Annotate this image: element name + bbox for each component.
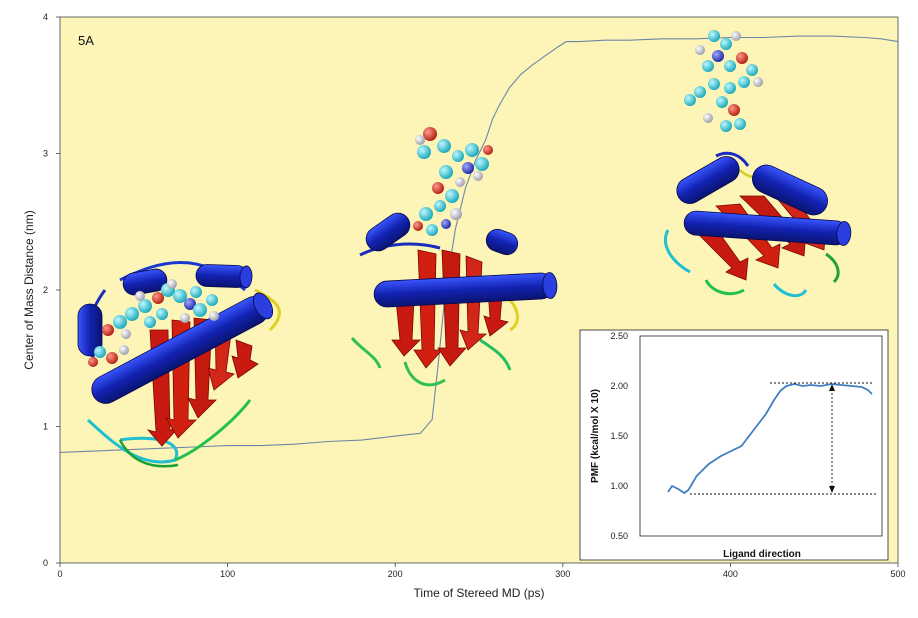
inset-plot-area (639, 335, 883, 537)
panel-label: 5A (78, 33, 94, 48)
inset-y-tick-label: 1.50 (610, 431, 628, 441)
pmf-arrow-head-up (829, 384, 835, 391)
inset-y-tick-label: 2.50 (610, 331, 628, 341)
x-tick-label: 100 (220, 569, 235, 579)
y-tick-label: 0 (43, 558, 48, 568)
inset-x-axis-title: Ligand direction (723, 549, 801, 560)
protein-ligand-partial-unbinding-image (350, 127, 558, 387)
y-tick-label: 2 (43, 285, 48, 295)
inset-y-tick-label: 1.00 (610, 481, 628, 491)
x-axis-title: Time of Stereed MD (ps) (414, 586, 545, 600)
main-axis-ticks: 0 100 200 300 400 500 0 1 2 3 4 (43, 12, 906, 579)
x-tick-label: 400 (723, 569, 738, 579)
inset-y-tick-label: 0.50 (610, 531, 628, 541)
pmf-line (667, 383, 873, 495)
protein-ligand-bound-image (77, 261, 281, 468)
inset-y-axis-title: PMF (kcal/mol X 10) (590, 389, 601, 483)
y-tick-label: 3 (43, 149, 48, 159)
x-tick-label: 500 (890, 569, 905, 579)
x-tick-label: 200 (388, 569, 403, 579)
protein-ligand-released-image (664, 30, 852, 298)
inset-y-tick-label: 2.00 (610, 381, 628, 391)
inset-axis-ticks: 0.50 1.00 1.50 2.00 2.50 (610, 331, 628, 541)
y-axis-title: Center of Mass Distance (nm) (22, 210, 36, 369)
pmf-arrow-head-down (829, 486, 835, 493)
y-tick-label: 4 (43, 12, 48, 22)
x-tick-label: 300 (555, 569, 570, 579)
y-tick-label: 1 (43, 422, 48, 432)
x-tick-label: 0 (57, 569, 62, 579)
pmf-inset: 0.50 1.00 1.50 2.00 2.50 PMF (kcal/mol X 10)… (579, 329, 889, 561)
